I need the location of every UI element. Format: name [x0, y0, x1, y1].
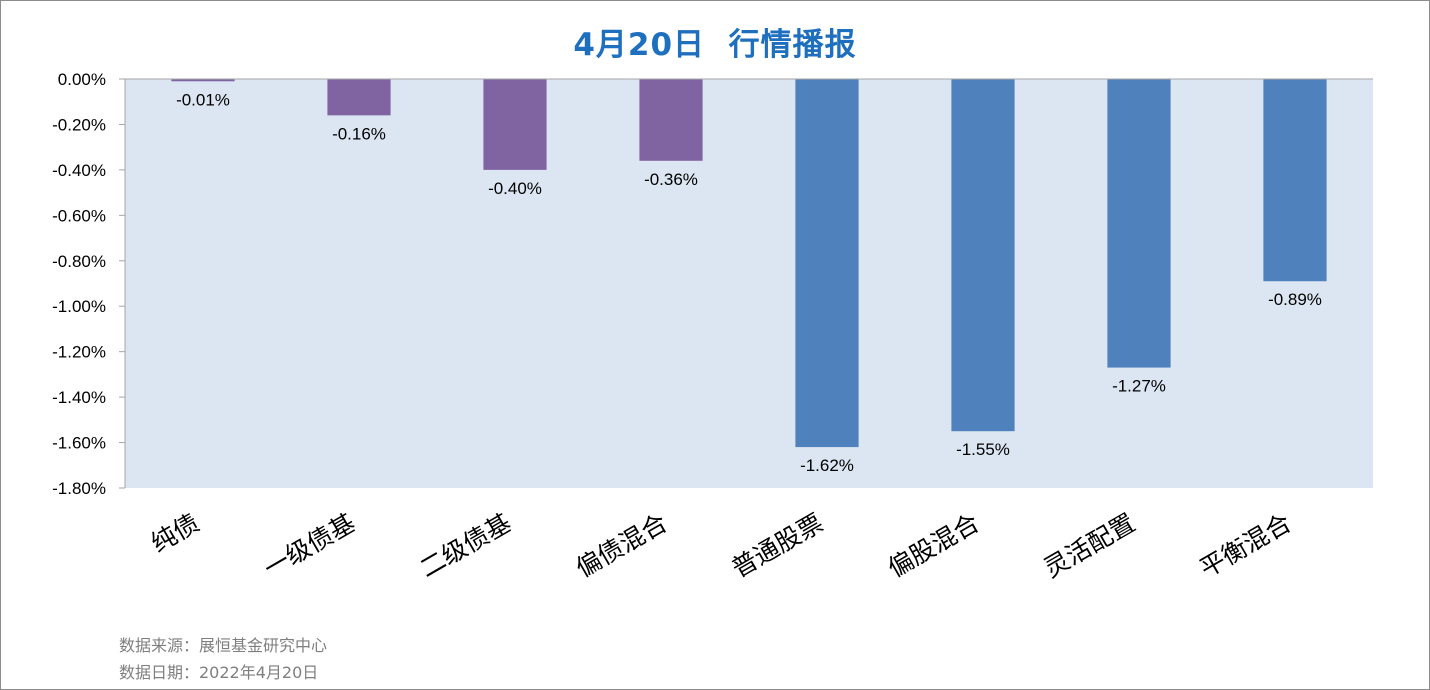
- x-category-label: 一级债基: [259, 508, 360, 583]
- x-axis: 纯债 一级债基 二级债基 偏债混合 普通股票 偏股混合 灵活配置 平衡混合: [146, 508, 1296, 583]
- data-label: -0.36%: [644, 170, 698, 189]
- x-category-label: 偏股混合: [883, 508, 984, 583]
- y-tick-label: -0.20%: [52, 115, 106, 134]
- x-category-label: 普通股票: [727, 508, 828, 583]
- footer-date: 数据日期：2022年4月20日: [119, 663, 319, 682]
- bar: [1107, 79, 1171, 368]
- bar: [171, 79, 235, 82]
- data-label: -0.40%: [488, 179, 542, 198]
- y-axis: 0.00% -0.20% -0.40% -0.60% -0.80% -1.00% -1.20…: [52, 70, 125, 498]
- x-category-label: 偏债混合: [571, 508, 672, 583]
- plot-area: [125, 79, 1373, 488]
- bar: [327, 79, 391, 116]
- chart-title: 4月20日 行情播报: [573, 27, 857, 63]
- data-label: -0.89%: [1268, 290, 1322, 309]
- bar: [795, 79, 859, 448]
- data-label: -1.62%: [800, 456, 854, 475]
- data-label: -1.27%: [1112, 377, 1166, 396]
- y-tick-label: -1.60%: [52, 434, 106, 453]
- data-label: -1.55%: [956, 440, 1010, 459]
- x-category-label: 灵活配置: [1039, 508, 1140, 583]
- bar: [1263, 79, 1327, 282]
- bar: [639, 79, 703, 161]
- data-label: -0.16%: [332, 124, 386, 143]
- bar: [951, 79, 1015, 432]
- y-tick-label: -1.20%: [52, 343, 106, 362]
- x-category-label: 平衡混合: [1195, 508, 1296, 583]
- bars: [171, 79, 1327, 448]
- y-tick-label: 0.00%: [58, 70, 106, 89]
- y-tick-label: -0.80%: [52, 252, 106, 271]
- x-category-label: 二级债基: [415, 508, 516, 583]
- x-category-label: 纯债: [146, 508, 204, 558]
- y-tick-label: -0.40%: [52, 161, 106, 180]
- y-tick-label: -0.60%: [52, 206, 106, 225]
- y-tick-label: -1.80%: [52, 479, 106, 498]
- bar: [483, 79, 547, 170]
- data-labels: -0.01% -0.16% -0.40% -0.36% -1.62% -1.55% -1.2…: [176, 90, 1322, 475]
- footer-source: 数据来源：展恒基金研究中心: [119, 636, 328, 655]
- y-tick-label: -1.00%: [52, 297, 106, 316]
- data-label: -0.01%: [176, 90, 230, 109]
- y-tick-label: -1.40%: [52, 388, 106, 407]
